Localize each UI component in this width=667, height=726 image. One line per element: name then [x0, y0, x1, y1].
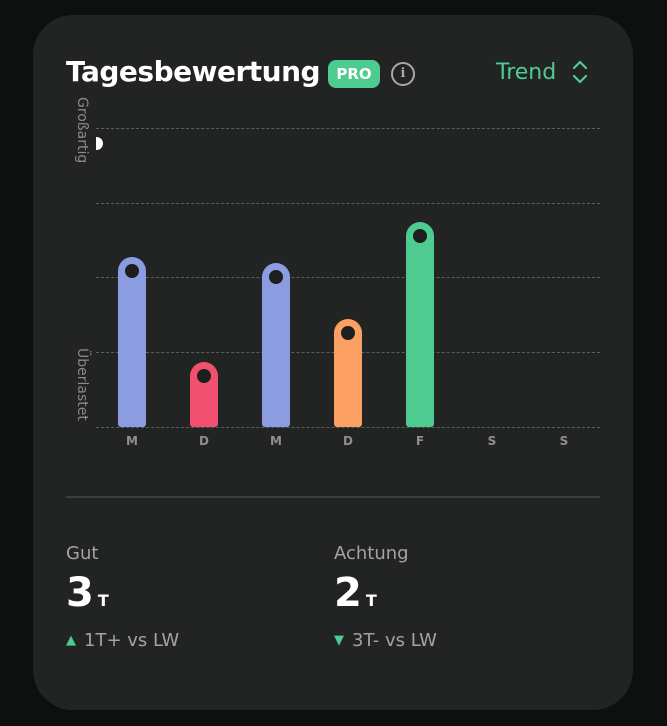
card-title: Tagesbewertung [66, 55, 321, 88]
day-label: S [559, 434, 569, 448]
chevron-up-down-icon [573, 60, 588, 84]
triangle-up-icon: ▲ [66, 633, 76, 648]
bar-dot [341, 326, 355, 341]
stat-attention: Achtung 2 T ▼ 3T- vs LW [334, 543, 437, 651]
bar-dot [269, 270, 283, 285]
day-label: D [199, 434, 209, 448]
info-icon[interactable]: i [391, 62, 415, 86]
stat-unit: T [97, 591, 109, 610]
bar-dot [197, 368, 211, 383]
bar-dot [125, 264, 139, 279]
y-axis-top-label: Großartig [74, 97, 90, 164]
grid-line [96, 427, 600, 428]
daily-rating-card: Tagesbewertung PRO i Trend Großartig Übe… [33, 15, 633, 710]
triangle-down-icon: ▼ [334, 633, 344, 648]
stat-label: Achtung [334, 543, 409, 564]
bar-4[interactable] [406, 222, 434, 427]
grid-line [96, 203, 600, 204]
bar-dot [413, 229, 427, 244]
bar-1[interactable] [190, 361, 218, 427]
y-axis-bottom-label: Überlastet [74, 348, 90, 421]
divider [66, 496, 600, 498]
stat-unit: T [365, 591, 377, 610]
day-label: F [415, 434, 425, 448]
stat-value: 2 [334, 570, 362, 616]
view-selector-button[interactable]: Trend [496, 59, 590, 85]
stat-value: 3 [66, 570, 94, 616]
pro-badge: PRO [328, 60, 380, 88]
stat-good: Gut 3 T ▲ 1T+ vs LW [66, 543, 179, 651]
stat-delta: 1T+ vs LW [84, 630, 180, 651]
bar-0[interactable] [118, 257, 146, 427]
bar-2[interactable] [262, 263, 290, 427]
grid-line [96, 128, 600, 129]
grid-line [96, 277, 600, 278]
scale-marker [96, 137, 103, 150]
day-label: S [487, 434, 497, 448]
bar-3[interactable] [334, 319, 362, 427]
stat-label: Gut [66, 543, 99, 564]
stat-delta: 3T- vs LW [352, 630, 437, 651]
view-selector-label: Trend [496, 59, 557, 85]
day-label: D [343, 434, 353, 448]
day-label: M [270, 434, 282, 448]
day-label: M [126, 434, 138, 448]
